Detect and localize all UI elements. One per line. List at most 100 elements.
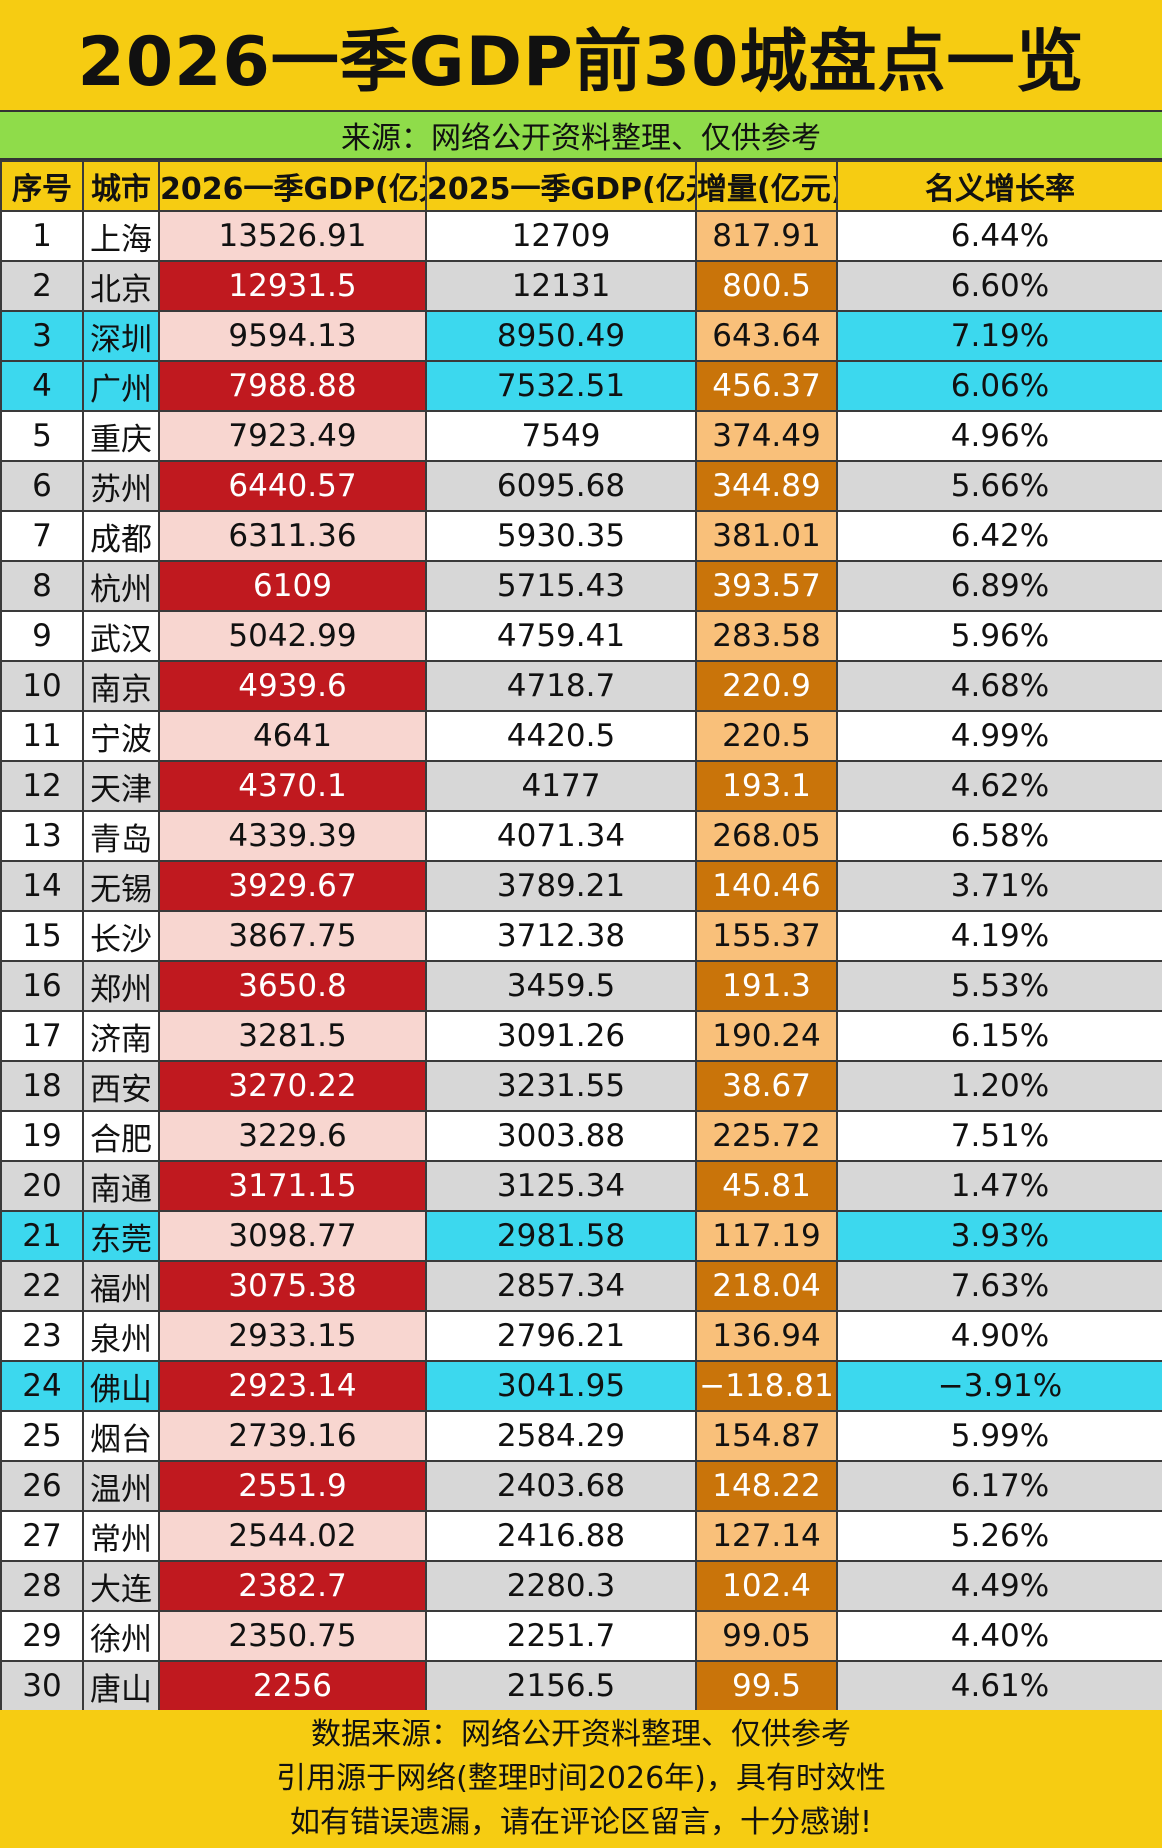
table-row: 14 无锡 3929.67 3789.21 140.46 3.71% [0,860,1162,912]
table-header-row: 序号城市2026一季GDP(亿元)2025一季GDP(亿元)增量(亿元)名义增长… [0,160,1162,212]
cell-increment: 456.37 [695,360,838,412]
cell-gdp-2025: 2280.3 [425,1560,697,1612]
cell-growth-rate: 5.99% [836,1410,1162,1462]
cell-gdp-2025: 4420.5 [425,710,697,762]
cell-city: 唐山 [82,1660,160,1712]
cell-gdp-2026: 9594.13 [158,310,427,362]
table-row: 2 北京 12931.5 12131 800.5 6.60% [0,260,1162,312]
cell-increment: 155.37 [695,910,838,962]
cell-gdp-2026: 4370.1 [158,760,427,812]
cell-increment: 45.81 [695,1160,838,1212]
cell-city: 南京 [82,660,160,712]
table-row: 3 深圳 9594.13 8950.49 643.64 7.19% [0,310,1162,362]
cell-growth-rate: 6.17% [836,1460,1162,1512]
cell-gdp-2026: 3281.5 [158,1010,427,1062]
cell-gdp-2025: 3712.38 [425,910,697,962]
cell-growth-rate: 1.47% [836,1160,1162,1212]
cell-city: 西安 [82,1060,160,1112]
cell-city: 杭州 [82,560,160,612]
cell-growth-rate: 5.26% [836,1510,1162,1562]
cell-gdp-2026: 3229.6 [158,1110,427,1162]
cell-growth-rate: 6.58% [836,810,1162,862]
cell-rank: 6 [0,460,84,512]
cell-rank: 17 [0,1010,84,1062]
cell-rank: 20 [0,1160,84,1212]
cell-increment: 220.9 [695,660,838,712]
header-increment: 增量(亿元) [695,160,838,212]
gdp-table: 序号城市2026一季GDP(亿元)2025一季GDP(亿元)增量(亿元)名义增长… [0,160,1162,1712]
cell-rank: 4 [0,360,84,412]
table-row: 26 温州 2551.9 2403.68 148.22 6.17% [0,1460,1162,1512]
cell-gdp-2025: 2251.7 [425,1610,697,1662]
cell-city: 苏州 [82,460,160,512]
cell-increment: 817.91 [695,210,838,262]
cell-growth-rate: 1.20% [836,1060,1162,1112]
cell-rank: 1 [0,210,84,262]
cell-city: 深圳 [82,310,160,362]
cell-gdp-2025: 3789.21 [425,860,697,912]
cell-city: 泉州 [82,1310,160,1362]
cell-gdp-2026: 4339.39 [158,810,427,862]
cell-gdp-2025: 2156.5 [425,1660,697,1712]
table-row: 9 武汉 5042.99 4759.41 283.58 5.96% [0,610,1162,662]
cell-growth-rate: 6.15% [836,1010,1162,1062]
cell-rank: 21 [0,1210,84,1262]
cell-rank: 10 [0,660,84,712]
header-gdp-2025: 2025一季GDP(亿元) [425,160,697,212]
cell-gdp-2026: 3650.8 [158,960,427,1012]
cell-increment: 102.4 [695,1560,838,1612]
cell-growth-rate: 4.90% [836,1310,1162,1362]
cell-growth-rate: 7.19% [836,310,1162,362]
cell-city: 烟台 [82,1410,160,1462]
cell-rank: 28 [0,1560,84,1612]
cell-growth-rate: 4.99% [836,710,1162,762]
cell-city: 武汉 [82,610,160,662]
header-gdp-2026: 2026一季GDP(亿元) [158,160,427,212]
cell-gdp-2025: 4759.41 [425,610,697,662]
cell-increment: 225.72 [695,1110,838,1162]
table-row: 1 上海 13526.91 12709 817.91 6.44% [0,210,1162,262]
cell-growth-rate: 3.71% [836,860,1162,912]
cell-increment: 154.87 [695,1410,838,1462]
cell-rank: 12 [0,760,84,812]
cell-increment: 393.57 [695,560,838,612]
cell-increment: 344.89 [695,460,838,512]
cell-city: 广州 [82,360,160,412]
cell-increment: 800.5 [695,260,838,312]
cell-city: 济南 [82,1010,160,1062]
table-row: 24 佛山 2923.14 3041.95 −118.81 −3.91% [0,1360,1162,1412]
cell-gdp-2026: 3867.75 [158,910,427,962]
cell-gdp-2026: 2350.75 [158,1610,427,1662]
table-row: 20 南通 3171.15 3125.34 45.81 1.47% [0,1160,1162,1212]
cell-city: 东莞 [82,1210,160,1262]
cell-increment: 218.04 [695,1260,838,1312]
cell-growth-rate: 4.68% [836,660,1162,712]
cell-gdp-2026: 7988.88 [158,360,427,412]
cell-rank: 8 [0,560,84,612]
cell-gdp-2025: 6095.68 [425,460,697,512]
table-row: 29 徐州 2350.75 2251.7 99.05 4.40% [0,1610,1162,1662]
cell-gdp-2026: 2256 [158,1660,427,1712]
cell-city: 青岛 [82,810,160,862]
cell-growth-rate: −3.91% [836,1360,1162,1412]
cell-city: 郑州 [82,960,160,1012]
cell-growth-rate: 6.60% [836,260,1162,312]
cell-gdp-2026: 6440.57 [158,460,427,512]
cell-increment: 191.3 [695,960,838,1012]
cell-growth-rate: 5.66% [836,460,1162,512]
cell-growth-rate: 6.06% [836,360,1162,412]
table-row: 16 郑州 3650.8 3459.5 191.3 5.53% [0,960,1162,1012]
cell-growth-rate: 4.62% [836,760,1162,812]
cell-city: 佛山 [82,1360,160,1412]
footer: 数据来源：网络公开资料整理、仅供参考 引用源于网络(整理时间2026年)，具有时… [0,1710,1162,1848]
cell-city: 合肥 [82,1110,160,1162]
cell-city: 徐州 [82,1610,160,1662]
table-row: 17 济南 3281.5 3091.26 190.24 6.15% [0,1010,1162,1062]
cell-gdp-2025: 2416.88 [425,1510,697,1562]
cell-rank: 9 [0,610,84,662]
gdp-table-container: 序号城市2026一季GDP(亿元)2025一季GDP(亿元)增量(亿元)名义增长… [0,160,1162,1712]
cell-gdp-2025: 12131 [425,260,697,312]
table-row: 15 长沙 3867.75 3712.38 155.37 4.19% [0,910,1162,962]
cell-gdp-2025: 3091.26 [425,1010,697,1062]
cell-rank: 3 [0,310,84,362]
